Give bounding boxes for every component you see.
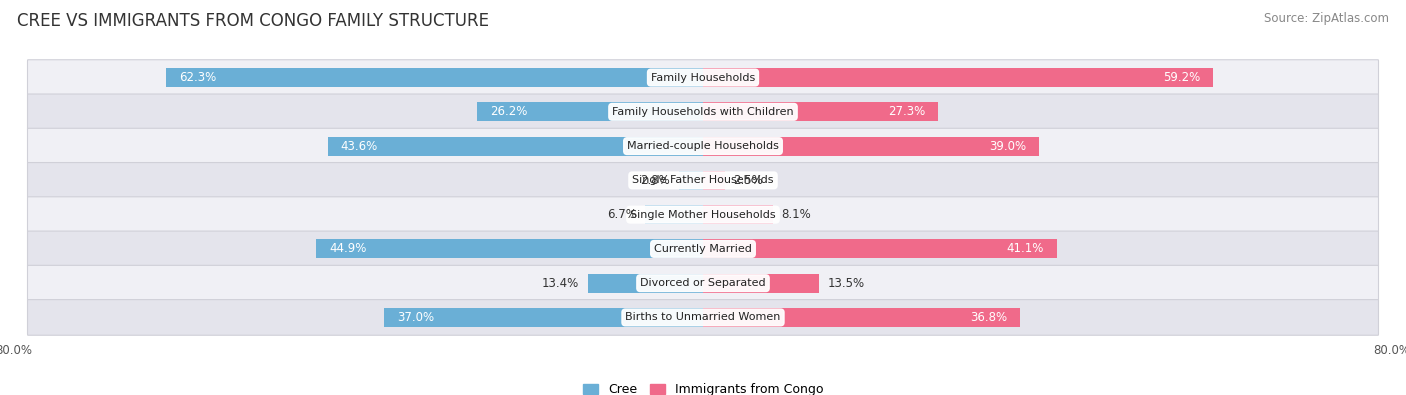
Text: 27.3%: 27.3%: [889, 105, 925, 118]
FancyBboxPatch shape: [28, 231, 1378, 267]
Bar: [703, 308, 1019, 327]
FancyBboxPatch shape: [28, 94, 1378, 130]
Text: Divorced or Separated: Divorced or Separated: [640, 278, 766, 288]
Text: 2.8%: 2.8%: [641, 174, 671, 187]
Legend: Cree, Immigrants from Congo: Cree, Immigrants from Congo: [583, 383, 823, 395]
Text: 62.3%: 62.3%: [180, 71, 217, 84]
Text: Married-couple Households: Married-couple Households: [627, 141, 779, 151]
Bar: [703, 137, 1039, 156]
Text: 43.6%: 43.6%: [340, 139, 378, 152]
Bar: [328, 137, 703, 156]
Bar: [703, 171, 724, 190]
FancyBboxPatch shape: [28, 163, 1378, 198]
Text: 2.5%: 2.5%: [733, 174, 763, 187]
Bar: [588, 274, 703, 293]
Text: Source: ZipAtlas.com: Source: ZipAtlas.com: [1264, 12, 1389, 25]
Text: Births to Unmarried Women: Births to Unmarried Women: [626, 312, 780, 322]
Bar: [316, 239, 703, 258]
Bar: [703, 239, 1057, 258]
Bar: [384, 308, 703, 327]
Text: 13.5%: 13.5%: [828, 276, 865, 290]
FancyBboxPatch shape: [28, 197, 1378, 232]
Text: 39.0%: 39.0%: [988, 139, 1026, 152]
Text: 8.1%: 8.1%: [782, 208, 811, 221]
Text: 26.2%: 26.2%: [491, 105, 527, 118]
FancyBboxPatch shape: [28, 300, 1378, 335]
Text: CREE VS IMMIGRANTS FROM CONGO FAMILY STRUCTURE: CREE VS IMMIGRANTS FROM CONGO FAMILY STR…: [17, 12, 489, 30]
Bar: [478, 102, 703, 121]
Text: 13.4%: 13.4%: [541, 276, 579, 290]
Text: Currently Married: Currently Married: [654, 244, 752, 254]
Text: Single Father Households: Single Father Households: [633, 175, 773, 185]
Text: Family Households: Family Households: [651, 73, 755, 83]
Text: 44.9%: 44.9%: [329, 243, 367, 256]
Bar: [645, 205, 703, 224]
Text: Single Mother Households: Single Mother Households: [630, 210, 776, 220]
FancyBboxPatch shape: [28, 60, 1378, 95]
Text: Family Households with Children: Family Households with Children: [612, 107, 794, 117]
Bar: [703, 102, 938, 121]
Text: 41.1%: 41.1%: [1007, 243, 1045, 256]
Text: 36.8%: 36.8%: [970, 311, 1007, 324]
Text: 59.2%: 59.2%: [1163, 71, 1199, 84]
Bar: [703, 205, 773, 224]
Bar: [703, 274, 820, 293]
Text: 6.7%: 6.7%: [607, 208, 637, 221]
Bar: [166, 68, 703, 87]
Bar: [703, 68, 1213, 87]
Text: 37.0%: 37.0%: [398, 311, 434, 324]
FancyBboxPatch shape: [28, 128, 1378, 164]
FancyBboxPatch shape: [28, 265, 1378, 301]
Bar: [679, 171, 703, 190]
